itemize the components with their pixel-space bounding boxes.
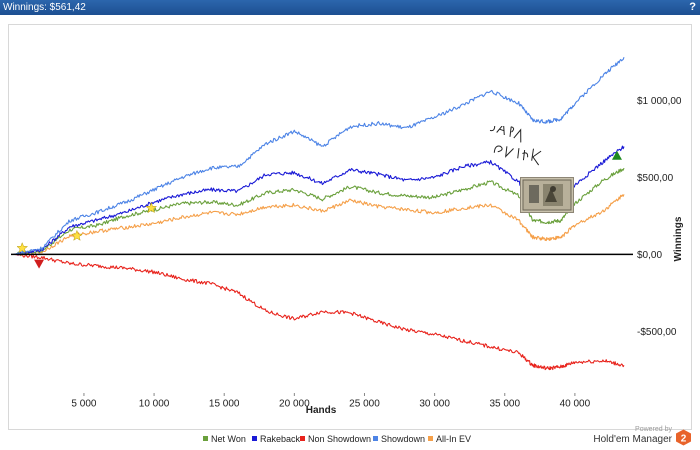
banknote-sticker (520, 177, 574, 213)
legend-label-net-won: Net Won (211, 434, 246, 444)
legend-label-all-in-ev: All-In EV (436, 434, 472, 444)
y-tick-label: $1 000,00 (637, 96, 682, 107)
legend-all-in-ev[interactable]: All-In EV (428, 434, 471, 444)
legend-net-won[interactable]: Net Won (203, 434, 246, 444)
help-icon[interactable]: ? (689, 1, 696, 13)
legend-rakeback[interactable]: Rakeback (252, 434, 300, 444)
series-line-net-won (13, 167, 625, 256)
legend-swatch-rakeback (252, 436, 257, 442)
x-tick-label: 30 000 (419, 398, 450, 409)
x-tick-label: 20 000 (279, 398, 310, 409)
winnings-chart: 5 000 10 000 15 000 20 000 25 000 30 000 35 00… (11, 57, 684, 416)
down-triangle-marker-3[interactable] (34, 259, 45, 269)
x-axis-title: Hands (306, 405, 337, 416)
y-tick-label: -$500,00 (637, 327, 677, 338)
powered-by-badge: Powered by Hold'em Manager 2 (593, 426, 694, 448)
chart-frame: 5 000 10 000 15 000 20 000 25 000 30 000 35 00… (8, 24, 692, 430)
logo-digit: 2 (681, 434, 687, 445)
star-marker-0[interactable] (16, 241, 29, 254)
brand-name: Hold'em Manager (593, 434, 672, 445)
y-tick-label: $500,00 (637, 173, 674, 184)
legend-label-rakeback: Rakeback (260, 434, 301, 444)
series-line-all-in-ev (13, 194, 625, 256)
powered-by-text: Powered by (635, 426, 672, 433)
window-titlebar: Winnings: $561,42 ? (0, 0, 700, 15)
handwritten-scribble (486, 126, 542, 166)
series-line-non-showdown (13, 253, 625, 371)
x-tick-label: 15 000 (209, 398, 240, 409)
x-tick-label: 5 000 (71, 398, 96, 409)
legend-swatch-net-won (203, 436, 208, 442)
chart-legend: Net Won Rakeback Non Showdown Showdown A… (0, 433, 700, 447)
y-tick-label: $0,00 (637, 250, 662, 261)
holdem-manager-logo-icon: 2 (676, 429, 691, 446)
legend-swatch-non-showdown (300, 436, 305, 442)
legend-label-non-showdown: Non Showdown (308, 434, 372, 444)
star-marker-2[interactable] (71, 229, 83, 241)
legend-showdown[interactable]: Showdown (373, 434, 425, 444)
legend-swatch-all-in-ev (428, 436, 433, 442)
x-tick-label: 35 000 (489, 398, 520, 409)
legend-non-showdown[interactable]: Non Showdown (300, 434, 371, 444)
up-triangle-marker-4[interactable] (611, 150, 622, 160)
x-tick-label: 25 000 (349, 398, 380, 409)
y-axis-title: Winnings (673, 216, 684, 261)
x-tick-label: 10 000 (139, 398, 170, 409)
legend-label-showdown: Showdown (381, 434, 426, 444)
series-line-showdown (13, 57, 625, 256)
x-tick-label: 40 000 (560, 398, 591, 409)
window-title: Winnings: $561,42 (3, 2, 86, 13)
legend-swatch-showdown (373, 436, 378, 442)
star-marker-1[interactable] (145, 201, 158, 214)
